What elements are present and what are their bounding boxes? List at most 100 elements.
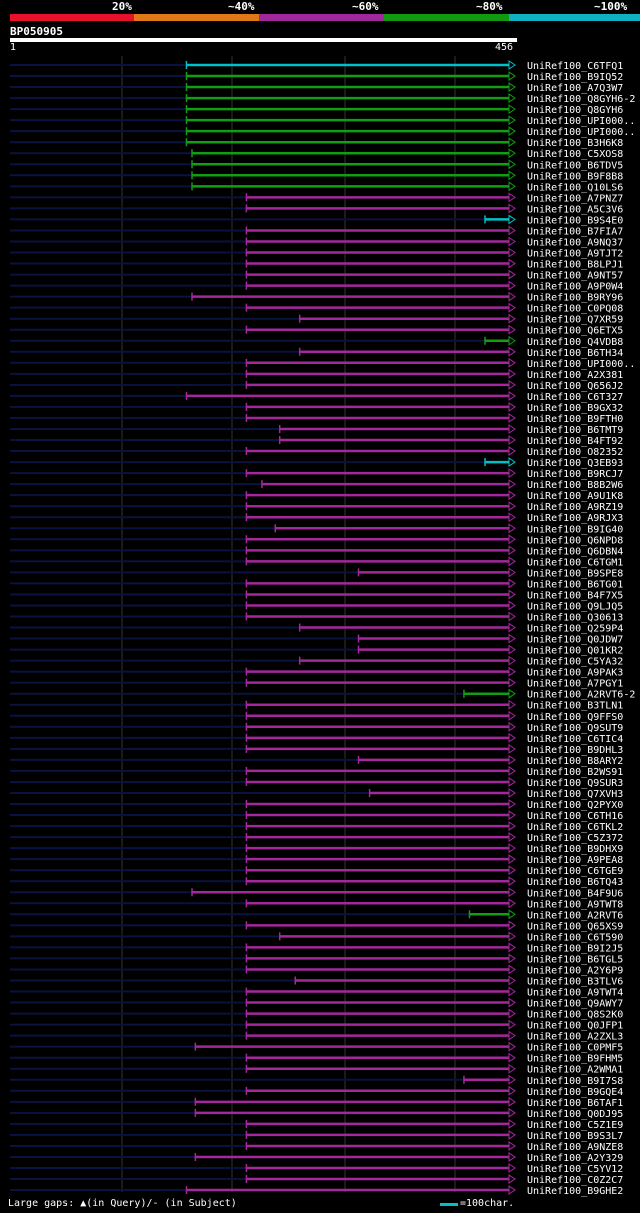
hit-row[interactable]: UniRef100_C5XOS8 <box>10 148 623 160</box>
hit-row[interactable]: UniRef100_C0PMF5 <box>10 1041 623 1054</box>
hit-row[interactable]: UniRef100_B9FTH0 <box>10 413 623 425</box>
hit-row[interactable]: UniRef100_Q01KR2 <box>10 644 623 657</box>
hit-row[interactable]: UniRef100_C5YV12 <box>10 1163 623 1175</box>
hit-row[interactable]: UniRef100_B9GHE2 <box>10 1185 623 1197</box>
hit-row[interactable]: UniRef100_B3TLV6 <box>10 975 623 987</box>
hit-row[interactable]: UniRef100_A9TJT2 <box>10 247 623 260</box>
hit-row[interactable]: UniRef100_Q6ETX5 <box>10 324 623 337</box>
hit-row[interactable]: UniRef100_B2WS91 <box>10 765 623 778</box>
hit-row[interactable]: UniRef100_B9I7S8 <box>10 1074 623 1087</box>
hit-row[interactable]: UniRef100_C6T327 <box>10 390 623 403</box>
hit-row[interactable]: UniRef100_UPI000.. <box>10 357 635 370</box>
hit-row[interactable]: UniRef100_A9RZ19 <box>10 501 623 513</box>
hit-row[interactable]: UniRef100_C6T590 <box>10 931 623 943</box>
hit-row[interactable]: UniRef100_A9TWT4 <box>10 986 623 999</box>
hit-row[interactable]: UniRef100_C6TGM1 <box>10 556 623 568</box>
hit-row[interactable]: UniRef100_A9U1K8 <box>10 490 623 502</box>
hit-row[interactable]: UniRef100_C5Z1E9 <box>10 1118 623 1131</box>
hit-row[interactable]: UniRef100_C6TIC4 <box>10 732 623 745</box>
hit-row[interactable]: UniRef100_B6TAF1 <box>10 1096 623 1109</box>
hit-row[interactable]: UniRef100_UPI000.. <box>10 115 635 127</box>
hit-row[interactable]: UniRef100_B6TGL5 <box>10 953 623 965</box>
hit-row[interactable]: UniRef100_A9TWT8 <box>10 898 623 910</box>
hit-row[interactable]: UniRef100_A9NQ37 <box>10 236 623 248</box>
hit-row[interactable]: UniRef100_B8LPJ1 <box>10 258 623 271</box>
hit-row[interactable]: UniRef100_A9NZE8 <box>10 1141 623 1153</box>
hit-row[interactable]: UniRef100_B9F8B8 <box>10 170 623 182</box>
hit-row[interactable]: UniRef100_A9NT57 <box>10 269 623 282</box>
hit-row[interactable]: UniRef100_Q2PYX0 <box>10 799 623 811</box>
hit-row[interactable]: UniRef100_B6TH34 <box>10 346 623 359</box>
hit-row[interactable]: UniRef100_A2ZXL3 <box>10 1030 623 1043</box>
hit-row[interactable]: UniRef100_B9FHM5 <box>10 1052 623 1065</box>
hit-row[interactable]: UniRef100_Q656J2 <box>10 379 623 392</box>
hit-row[interactable]: UniRef100_Q10LS6 <box>10 181 623 193</box>
hit-row[interactable]: UniRef100_Q259P4 <box>10 622 623 635</box>
hit-row[interactable]: UniRef100_A2Y6P9 <box>10 964 623 976</box>
hit-row[interactable]: UniRef100_B9S4E0 <box>10 214 623 226</box>
hit-row[interactable]: UniRef100_C6TKL2 <box>10 821 623 833</box>
hit-row[interactable]: UniRef100_C6TGE9 <box>10 865 623 877</box>
hit-row[interactable]: UniRef100_A2RVT6 <box>10 909 623 921</box>
hit-row[interactable]: UniRef100_C6TH16 <box>10 810 623 822</box>
hit-row[interactable]: UniRef100_B9DHX9 <box>10 843 623 855</box>
hit-row[interactable]: UniRef100_B3TLN1 <box>10 699 623 712</box>
hit-row[interactable]: UniRef100_A2WMA1 <box>10 1063 623 1076</box>
hit-row[interactable]: UniRef100_Q6NPD8 <box>10 534 623 546</box>
hit-row[interactable]: UniRef100_B8B2W6 <box>10 479 623 491</box>
hit-row[interactable]: UniRef100_Q9AWY7 <box>10 997 623 1010</box>
hit-row[interactable]: UniRef100_Q8GYH6-2 <box>10 93 635 105</box>
hit-row[interactable]: UniRef100_Q7XVH3 <box>10 788 623 800</box>
hit-row[interactable]: UniRef100_A2RVT6-2 <box>10 688 635 701</box>
hit-row[interactable]: UniRef100_B6TMT9 <box>10 424 623 436</box>
hit-row[interactable]: UniRef100_B9DHL3 <box>10 743 623 756</box>
hit-row[interactable]: UniRef100_C0Z2C7 <box>10 1174 623 1186</box>
hit-row[interactable]: UniRef100_Q0DJ95 <box>10 1107 623 1120</box>
hit-row[interactable]: UniRef100_Q6DBN4 <box>10 545 623 557</box>
hit-row[interactable]: UniRef100_A2Y329 <box>10 1152 623 1164</box>
hit-row[interactable]: UniRef100_B7FIA7 <box>10 225 623 237</box>
hit-row[interactable]: UniRef100_B3H6K8 <box>10 137 623 149</box>
hit-row[interactable]: UniRef100_A2X381 <box>10 368 623 381</box>
hit-row[interactable]: UniRef100_B4F7X5 <box>10 589 623 601</box>
hit-row[interactable]: UniRef100_A7PNZ7 <box>10 192 623 204</box>
hit-row[interactable]: UniRef100_C6TFQ1 <box>10 60 623 72</box>
hit-row[interactable]: UniRef100_B9S3L7 <box>10 1129 623 1142</box>
hit-row[interactable]: UniRef100_Q7XR59 <box>10 313 623 326</box>
hit-row[interactable]: UniRef100_B9IG40 <box>10 523 623 535</box>
hit-row[interactable]: UniRef100_B4F9U6 <box>10 887 623 899</box>
hit-row[interactable]: UniRef100_A9PAK3 <box>10 666 623 679</box>
hit-row[interactable]: UniRef100_Q30613 <box>10 611 623 624</box>
hit-row[interactable]: UniRef100_Q8GYH6 <box>10 104 623 116</box>
hit-row[interactable]: UniRef100_Q9FFS0 <box>10 710 623 723</box>
hit-row[interactable]: UniRef100_Q0JFP1 <box>10 1019 623 1032</box>
hit-row[interactable]: UniRef100_B8ARY2 <box>10 754 623 767</box>
hit-row[interactable]: UniRef100_UPI000.. <box>10 126 635 138</box>
hit-row[interactable]: UniRef100_Q0JDW7 <box>10 633 623 646</box>
hit-row[interactable]: UniRef100_B4FT92 <box>10 435 623 447</box>
hit-row[interactable]: UniRef100_B6TDV5 <box>10 159 623 171</box>
hit-row[interactable]: UniRef100_Q9SUR3 <box>10 777 623 789</box>
hit-row[interactable]: UniRef100_A9PEA8 <box>10 854 623 866</box>
hit-row[interactable]: UniRef100_A7Q3W7 <box>10 82 623 94</box>
hit-row[interactable]: UniRef100_B9IQ52 <box>10 71 623 83</box>
hit-row[interactable]: UniRef100_O82352 <box>10 446 623 458</box>
hit-row[interactable]: UniRef100_B9I2J5 <box>10 942 623 954</box>
hit-row[interactable]: UniRef100_B9GQE4 <box>10 1085 623 1098</box>
hit-row[interactable]: UniRef100_C5Z372 <box>10 832 623 844</box>
hit-row[interactable]: UniRef100_Q4VDB8 <box>10 335 623 348</box>
hit-row[interactable]: UniRef100_Q3EB93 <box>10 457 623 469</box>
hit-row[interactable]: UniRef100_Q8S2K0 <box>10 1008 623 1021</box>
hit-row[interactable]: UniRef100_B6TQ43 <box>10 876 623 888</box>
hit-row[interactable]: UniRef100_Q9SUT9 <box>10 721 623 734</box>
hit-row[interactable]: UniRef100_A5C3V6 <box>10 203 623 215</box>
hit-row[interactable]: UniRef100_C5YA32 <box>10 655 623 668</box>
hit-row[interactable]: UniRef100_B6TG01 <box>10 578 623 590</box>
hit-row[interactable]: UniRef100_B9RCJ7 <box>10 468 623 480</box>
hit-row[interactable]: UniRef100_Q9LJQ5 <box>10 600 623 612</box>
hit-row[interactable]: UniRef100_B9GX32 <box>10 401 623 414</box>
hit-row[interactable]: UniRef100_A9P0W4 <box>10 280 623 293</box>
hit-row[interactable]: UniRef100_Q65XS9 <box>10 920 623 932</box>
hit-row[interactable]: UniRef100_A7PGY1 <box>10 677 623 690</box>
hit-row[interactable]: UniRef100_A9RJX3 <box>10 512 623 524</box>
